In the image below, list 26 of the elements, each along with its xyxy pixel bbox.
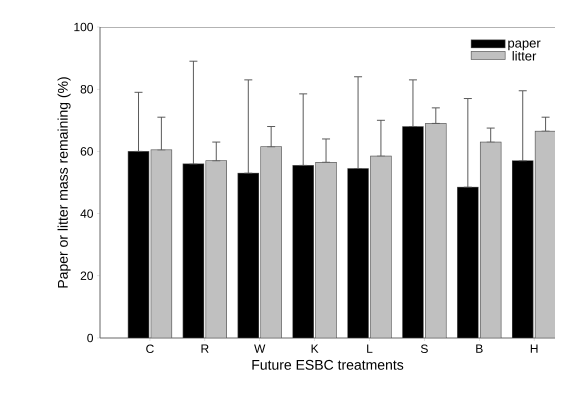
x-tick-label: S: [420, 344, 428, 354]
legend-label: litter: [512, 51, 536, 61]
y-tick-label: 80: [80, 84, 94, 94]
bar: [457, 186, 479, 338]
bar: [182, 164, 204, 338]
y-axis-title: Paper or litter mass remaining (%): [58, 77, 71, 288]
x-tick-label: C: [146, 344, 154, 354]
x-tick-label: K: [312, 344, 318, 353]
bar: [292, 165, 314, 338]
y-tick-label: 60: [80, 147, 94, 156]
y-tick-label: 20: [80, 272, 94, 280]
bar: [347, 168, 369, 338]
x-tick-label: B: [476, 344, 483, 353]
bar: [128, 151, 150, 338]
bar: [402, 126, 424, 338]
bar: [238, 172, 260, 338]
y-tick-label: 0: [87, 334, 94, 342]
x-axis-title: Future ESBC treatments: [252, 360, 404, 370]
y-tick-label: 100: [74, 22, 93, 32]
y-tick-label: 40: [80, 209, 94, 218]
bar: [512, 160, 534, 338]
x-tick-label: L: [367, 344, 372, 353]
x-tick-label: R: [201, 344, 209, 353]
x-tick-label: H: [530, 344, 538, 353]
legend-label: paper: [508, 40, 540, 50]
x-tick-label: W: [254, 344, 266, 353]
